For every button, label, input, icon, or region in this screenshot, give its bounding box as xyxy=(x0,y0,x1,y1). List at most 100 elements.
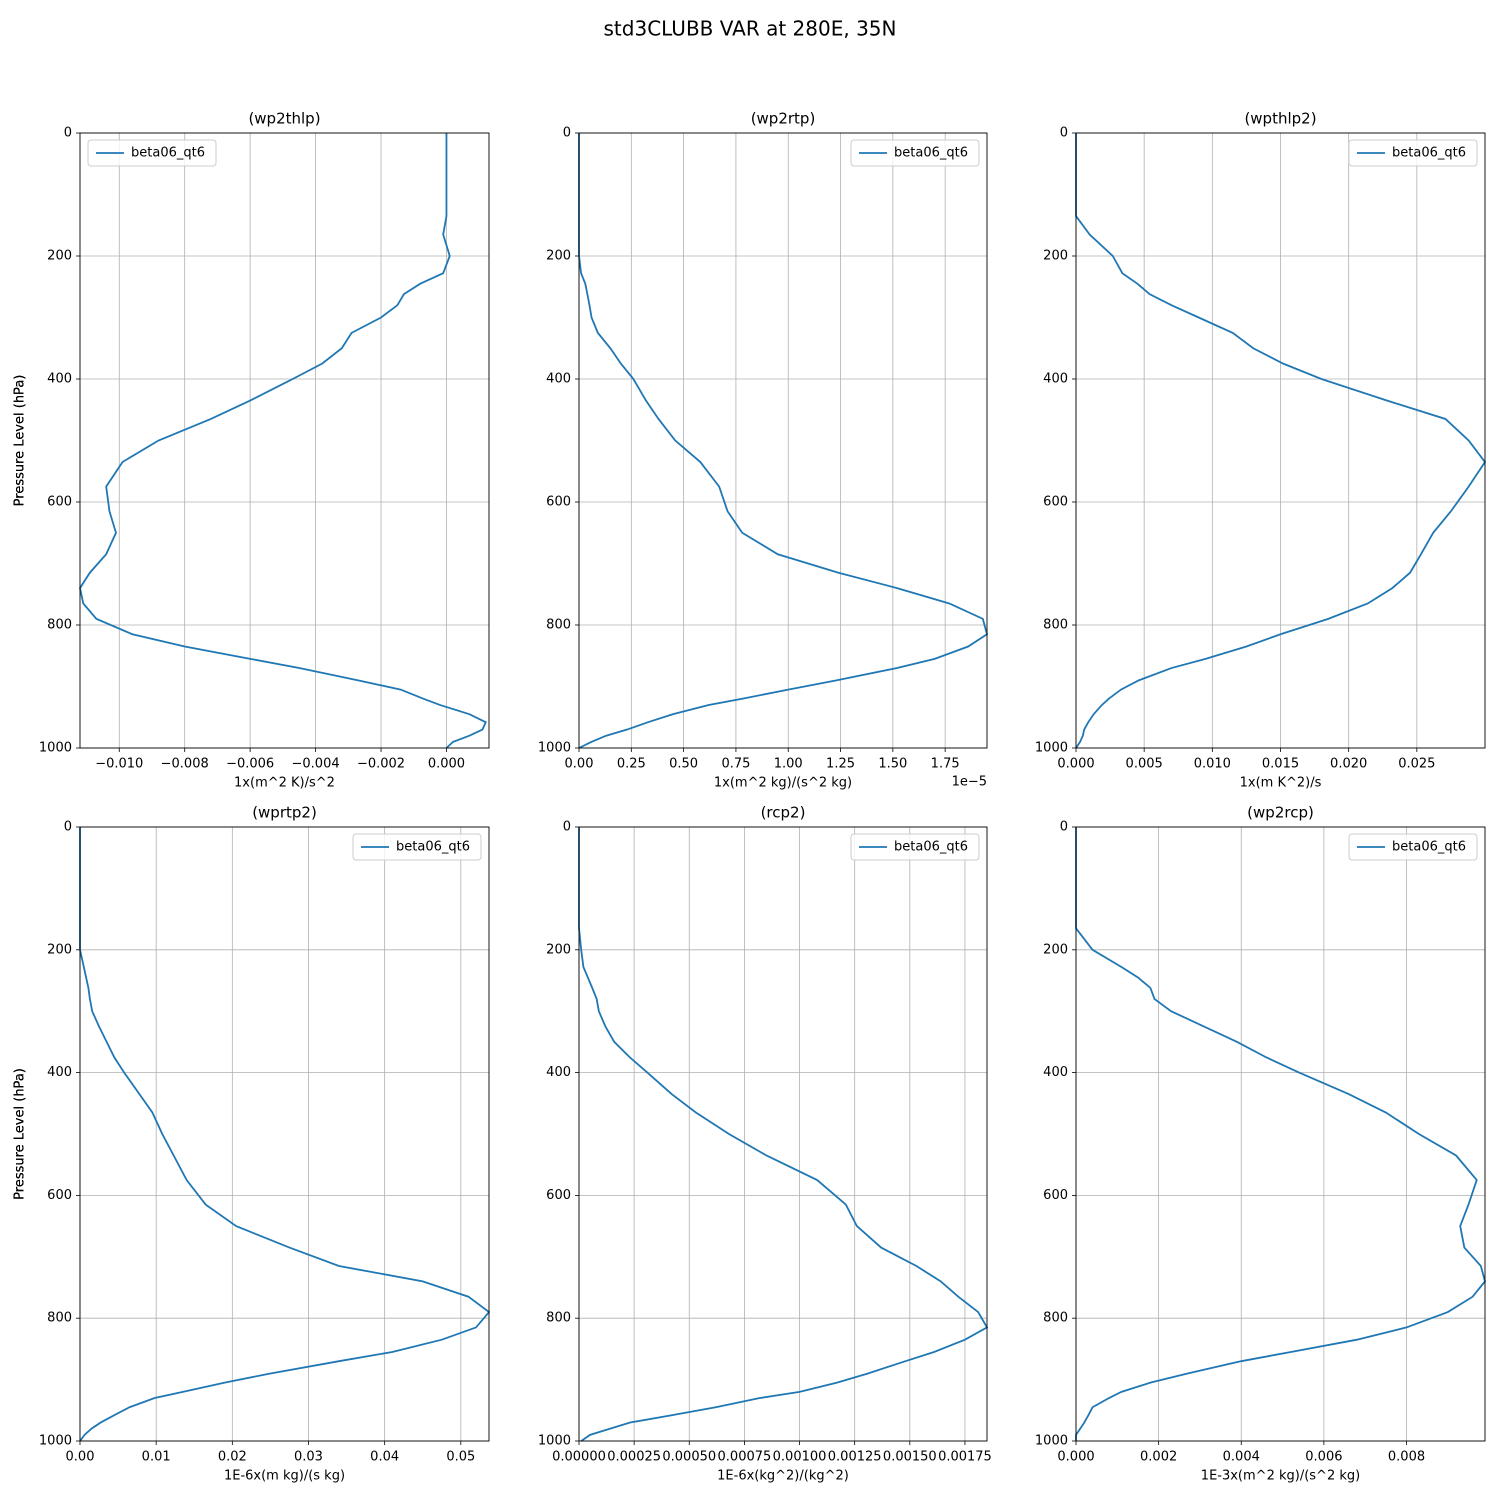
legend-box xyxy=(352,833,482,861)
legend-box xyxy=(850,833,980,861)
y-tick-label: 600 xyxy=(1043,495,1068,510)
x-axis-label: 1E-6x(kg^2)/(kg^2) xyxy=(717,1469,849,1484)
y-axis-label: Pressure Level (hPa) xyxy=(13,1068,28,1200)
x-axis-label: 1x(m^2 K)/s^2 xyxy=(234,776,335,791)
y-tick-label: 800 xyxy=(1043,1311,1068,1326)
x-tick-label: 0.005 xyxy=(1126,757,1163,772)
subplot: −0.010 −0.008 −0.006 −0.004 −0.002 0.000 0 200 4… xyxy=(13,110,490,791)
y-tick-label: 200 xyxy=(546,942,571,957)
legend-label: beta06_qt6 xyxy=(1392,840,1466,855)
x-tick-label: 0.02 xyxy=(218,1450,247,1465)
subplot-title: (wp2thlp) xyxy=(248,110,320,128)
series-line xyxy=(1075,133,1487,749)
y-tick-label: 600 xyxy=(47,1188,72,1203)
x-tick-label: 0.00075 xyxy=(718,1450,772,1465)
y-tick-label: 800 xyxy=(546,618,571,633)
x-tick-label: 0.000 xyxy=(1057,1450,1094,1465)
x-tick-label: 0.002 xyxy=(1140,1450,1177,1465)
y-tick-label: 200 xyxy=(546,249,571,264)
subplot: 0.000 0.005 0.010 0.015 0.020 0.0250200400600… xyxy=(13,110,1487,791)
x-tick-label: 0.00000 xyxy=(552,1450,606,1465)
legend-label: beta06_qt6 xyxy=(396,840,470,855)
y-tick-label: 1000 xyxy=(1035,741,1068,756)
x-tick-label: 1.50 xyxy=(878,757,907,772)
subplot-title: (rcp2) xyxy=(761,804,806,822)
y-tick-label: 600 xyxy=(546,495,571,510)
y-tick-label: 0 xyxy=(1060,820,1068,835)
legend-label: beta06_qt6 xyxy=(894,840,968,855)
y-tick-label: 1000 xyxy=(538,741,571,756)
x-axis-label: 1E-3x(m^2 kg)/(s^2 kg) xyxy=(1201,1469,1360,1484)
axes-frame xyxy=(79,826,490,1442)
x-tick-label: 0.00150 xyxy=(883,1450,937,1465)
y-tick-label: 600 xyxy=(47,495,72,510)
y-tick-label: 400 xyxy=(47,1065,72,1080)
axes-frame xyxy=(578,132,988,749)
subplot-title: (wprtp2) xyxy=(252,804,317,822)
x-tick-label: 0.75 xyxy=(721,757,750,772)
y-axis-label: Pressure Level (hPa) xyxy=(13,375,28,507)
x-tick-label: −0.002 xyxy=(357,757,405,772)
subplot: 0.000 0.002 0.004 0.006 0.008020040060080010… xyxy=(13,804,1486,1484)
y-tick-label: 400 xyxy=(47,372,72,387)
x-tick-label: 0.00025 xyxy=(607,1450,661,1465)
figure-title: std3CLUBB VAR at 280E, 35N xyxy=(604,17,897,41)
legend: beta06_qt6 xyxy=(352,833,482,861)
x-axis-label: 1E-6x(m kg)/(s kg) xyxy=(224,1469,345,1484)
x-tick-label: 1.75 xyxy=(931,757,960,772)
y-axis-label: Pressure Level (hPa) xyxy=(13,375,28,507)
x-tick-label: 0.00 xyxy=(565,757,594,772)
y-tick-label: 1000 xyxy=(39,1434,72,1449)
y-tick-label: 0 xyxy=(64,126,72,141)
x-tick-label: 0.04 xyxy=(370,1450,399,1465)
y-tick-label: 200 xyxy=(47,942,72,957)
x-tick-label: 0.00100 xyxy=(773,1450,827,1465)
axes-frame xyxy=(1075,132,1486,749)
x-tick-label: 0.020 xyxy=(1330,757,1367,772)
axes-frame xyxy=(79,132,490,749)
y-tick-label: 200 xyxy=(1043,942,1068,957)
x-tick-label: 0.05 xyxy=(446,1450,475,1465)
legend: beta06_qt6 xyxy=(87,139,217,167)
y-tick-label: 800 xyxy=(1043,618,1068,633)
legend-label: beta06_qt6 xyxy=(131,146,205,161)
series-line xyxy=(578,827,989,1442)
x-offset-label: 1e−5 xyxy=(952,775,987,790)
y-axis-label: Pressure Level (hPa) xyxy=(13,375,28,507)
x-axis-label: 1x(m K^2)/s xyxy=(1240,776,1322,791)
legend-box xyxy=(1348,833,1478,861)
x-tick-label: 0.010 xyxy=(1194,757,1231,772)
axes-frame xyxy=(578,826,988,1442)
legend-box xyxy=(850,139,980,167)
y-tick-label: 600 xyxy=(1043,1188,1068,1203)
x-tick-label: 0.000 xyxy=(1057,757,1094,772)
y-tick-label: 0 xyxy=(563,820,571,835)
subplot-title: (wp2rtp) xyxy=(751,110,816,128)
x-tick-label: 0.00125 xyxy=(828,1450,882,1465)
y-tick-label: 800 xyxy=(546,1311,571,1326)
axes-frame xyxy=(1075,826,1486,1442)
x-tick-label: 1.00 xyxy=(774,757,803,772)
y-tick-label: 400 xyxy=(1043,372,1068,387)
y-tick-label: 1000 xyxy=(39,741,72,756)
subplot-title: (wp2rcp) xyxy=(1247,804,1314,822)
x-tick-label: 0.006 xyxy=(1305,1450,1342,1465)
x-tick-label: 0.01 xyxy=(142,1450,171,1465)
x-tick-label: 0.000 xyxy=(428,757,465,772)
subplot: 0.00000 0.00025 0.00050 0.00075 0.00100 0.001… xyxy=(13,804,992,1484)
x-tick-label: 0.03 xyxy=(294,1450,323,1465)
y-tick-label: 0 xyxy=(64,820,72,835)
subplot: 0.00 0.25 0.50 0.75 1.00 1.25 1.50 1.75 0 200 400 6… xyxy=(13,110,989,791)
y-axis-label: Pressure Level (hPa) xyxy=(13,1068,28,1200)
y-tick-label: 0 xyxy=(563,126,571,141)
x-tick-label: 1.25 xyxy=(826,757,855,772)
y-tick-label: 200 xyxy=(1043,249,1068,264)
x-tick-label: 0.008 xyxy=(1388,1450,1425,1465)
legend-box xyxy=(87,139,217,167)
y-tick-label: 400 xyxy=(546,1065,571,1080)
series-line xyxy=(1075,827,1486,1441)
series-line xyxy=(578,133,989,749)
y-tick-label: 200 xyxy=(47,249,72,264)
legend: beta06_qt6 xyxy=(1348,833,1478,861)
subplot-title: (wpthlp2) xyxy=(1244,110,1316,128)
